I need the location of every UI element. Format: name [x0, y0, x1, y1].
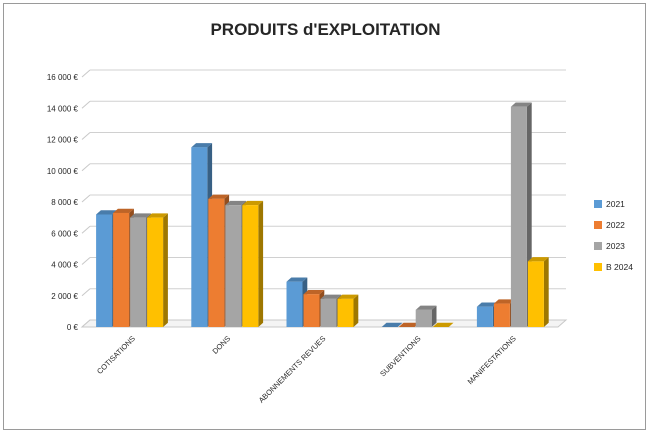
- bar-b-2024-abonnements-revues: [337, 294, 359, 327]
- legend-label: 2021: [606, 199, 625, 209]
- bar-2023-subventions: [415, 305, 437, 327]
- legend-item: B 2024: [594, 262, 633, 272]
- y-tick-label: 0 €: [67, 323, 79, 332]
- y-tick-label: 14 000 €: [47, 104, 79, 113]
- bars: [96, 102, 549, 327]
- y-tick-label: 2 000 €: [51, 292, 78, 301]
- category-label: ABONNEMENTS REVUES: [257, 334, 328, 405]
- y-tick-label: 8 000 €: [51, 198, 78, 207]
- bar-2021-subventions: [381, 322, 403, 327]
- y-tick-label: 10 000 €: [47, 167, 79, 176]
- bar-b-2024-dons: [242, 200, 264, 327]
- bar-2022-subventions: [398, 322, 420, 327]
- y-tick-label: 6 000 €: [51, 229, 78, 238]
- category-label: MANIFESTATIONS: [466, 334, 518, 386]
- legend: 2021 2022 2023 B 2024: [594, 199, 633, 272]
- category-label: COTISATIONS: [95, 334, 137, 376]
- bar-b-2024-subventions: [432, 322, 454, 327]
- legend-item: 2023: [594, 241, 625, 251]
- bar-b-2024-cotisations: [147, 213, 168, 327]
- y-axis-ticks: 0 € 2 000 € 4 000 € 6 000 € 8 000 € 10 000 € 1…: [47, 73, 79, 332]
- category-label: DONS: [211, 334, 233, 356]
- legend-item: 2021: [594, 199, 625, 209]
- legend-label: 2023: [606, 241, 625, 251]
- legend-label: 2022: [606, 220, 625, 230]
- x-axis-categories: COTISATIONS DONS ABONNEMENTS REVUES SUBVENT…: [95, 334, 518, 405]
- bar-b-2024-manifestations: [527, 257, 549, 327]
- category-label: SUBVENTIONS: [378, 334, 422, 378]
- chart-title: PRODUITS d'EXPLOITATION: [210, 20, 441, 39]
- legend-item: 2022: [594, 220, 625, 230]
- y-tick-label: 16 000 €: [47, 73, 79, 82]
- y-tick-label: 12 000 €: [47, 136, 79, 145]
- legend-label: B 2024: [606, 262, 633, 272]
- y-tick-label: 4 000 €: [51, 261, 78, 270]
